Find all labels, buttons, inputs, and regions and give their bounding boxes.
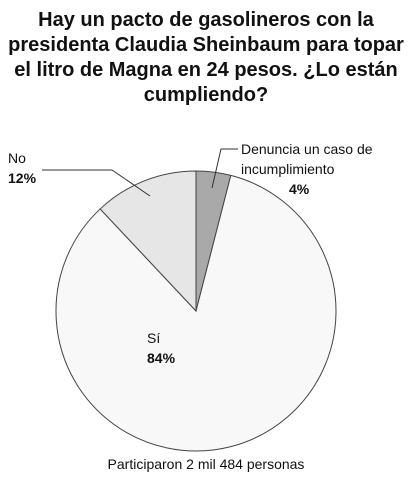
pie-slice: [55, 174, 337, 452]
slice-label: Denuncia un caso de incumplimiento 4%: [241, 139, 411, 199]
slice-label: Sí 84%: [147, 328, 227, 368]
leader-line: [42, 169, 151, 197]
category-name: Sí: [147, 330, 161, 346]
chart-title: Hay un pacto de gasolineros con la presi…: [8, 9, 404, 106]
value-label: 4%: [289, 181, 310, 197]
pie-slice: [99, 170, 197, 313]
value-label: 84%: [147, 350, 176, 366]
footnote: Participaron 2 mil 484 personas: [107, 456, 305, 472]
value-label: 12%: [8, 170, 37, 186]
category-name: No: [8, 150, 26, 166]
category-name: Denuncia un caso de incumplimiento: [241, 141, 373, 177]
leader-line: [211, 148, 238, 189]
slice-label: No 12%: [8, 148, 68, 188]
